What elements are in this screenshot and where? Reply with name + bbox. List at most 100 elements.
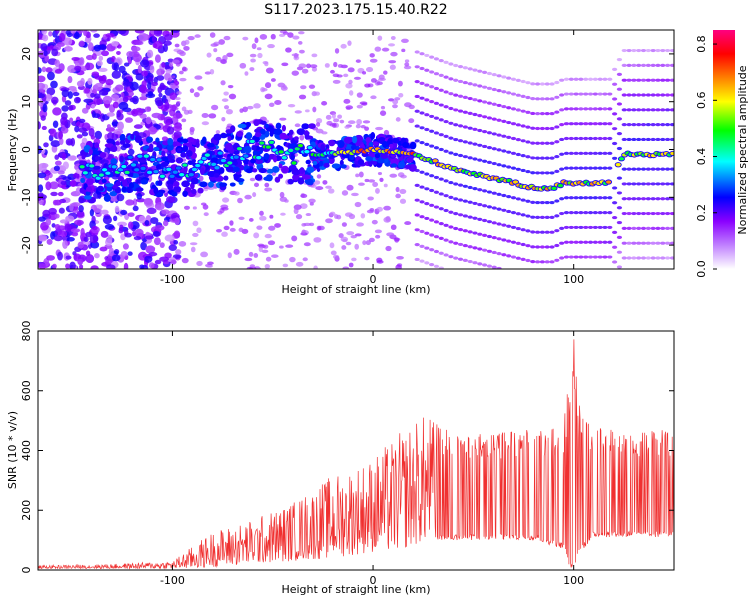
- harmonic-blob: [433, 235, 440, 239]
- spectral-blob: [303, 242, 311, 247]
- harmonic-blob: [660, 226, 666, 230]
- spectral-blob: [314, 91, 320, 96]
- spectral-blob: [292, 35, 300, 40]
- spectral-blob: [379, 110, 387, 116]
- spectral-blob: [320, 143, 325, 152]
- harmonic-blob: [438, 118, 444, 122]
- harmonic-blob: [587, 210, 594, 215]
- harmonic-blob: [424, 127, 430, 132]
- spectral-blob: [390, 51, 398, 57]
- harmonic-blob: [506, 150, 512, 154]
- harmonic-blob: [660, 78, 666, 82]
- harmonic-blob: [530, 82, 536, 86]
- spectral-blob: [155, 137, 160, 143]
- harmonic-blob: [568, 210, 574, 215]
- spectral-blob: [298, 31, 305, 35]
- harmonic-blob: [453, 63, 459, 68]
- harmonic-blob: [587, 107, 594, 111]
- spectral-blob: [285, 47, 292, 53]
- spectral-blob: [176, 49, 185, 55]
- harmonic-blob: [506, 239, 512, 243]
- spectral-blob: [260, 128, 266, 135]
- spectral-blob: [351, 192, 359, 197]
- spectral-blob: [344, 212, 353, 217]
- spectral-blob: [285, 244, 294, 248]
- spectral-blob: [141, 70, 148, 77]
- spectral-blob: [98, 67, 108, 73]
- harmonic-blob: [448, 106, 454, 111]
- spectral-blob: [127, 212, 135, 217]
- ridge-core: [243, 154, 249, 158]
- harmonic-blob: [462, 125, 468, 129]
- harmonic-blob: [631, 182, 637, 186]
- spectral-blob: [46, 238, 53, 245]
- harmonic-blob: [510, 255, 517, 259]
- harmonic-blob: [592, 255, 598, 259]
- spectral-blob: [298, 63, 307, 69]
- harmonic-blob: [563, 136, 570, 141]
- harmonic-blob: [621, 167, 627, 171]
- spectral-blob: [133, 236, 142, 241]
- spectral-blob: [111, 40, 119, 47]
- spectral-blob: [110, 158, 118, 166]
- harmonic-blob: [669, 108, 674, 112]
- spectral-blob: [329, 242, 335, 249]
- harmonic-blob: [433, 131, 440, 135]
- harmonic-blob: [462, 184, 468, 188]
- harmonic-blob: [573, 151, 579, 155]
- harmonic-blob: [520, 198, 526, 202]
- spectral-blob: [58, 207, 65, 214]
- spectral-blob: [201, 113, 209, 118]
- spectral-blob: [264, 187, 273, 192]
- harmonic-blob: [645, 167, 651, 171]
- harmonic-blob: [515, 226, 521, 231]
- spectral-blob: [119, 155, 124, 163]
- harmonic-blob: [650, 197, 656, 201]
- harmonic-blob: [443, 253, 449, 257]
- spectral-blob: [182, 190, 189, 197]
- harmonic-blob: [429, 85, 435, 89]
- spectral-blob: [187, 109, 193, 114]
- harmonic-blob: [457, 183, 464, 187]
- snr-marks: [38, 339, 674, 570]
- harmonic-blob: [539, 97, 545, 101]
- spectral-blob: [182, 145, 189, 153]
- harmonic-blob: [477, 202, 483, 207]
- spectral-blob: [301, 123, 310, 130]
- snr-xtick-label: 100: [563, 574, 584, 587]
- harmonic-blob: [501, 223, 507, 227]
- spectral-blob: [244, 257, 253, 262]
- harmonic-blob: [563, 255, 570, 259]
- harmonic-blob: [559, 78, 565, 82]
- harmonic-blob: [612, 201, 618, 205]
- harmonic-blob: [573, 77, 579, 81]
- spectral-blob: [342, 239, 348, 243]
- harmonic-blob: [491, 87, 497, 92]
- harmonic-blob: [602, 107, 608, 111]
- harmonic-blob: [419, 170, 425, 174]
- harmonic-blob: [448, 62, 454, 66]
- harmonic-blob: [602, 122, 608, 126]
- harmonic-blob: [510, 225, 517, 230]
- spectral-blob: [126, 51, 134, 58]
- harmonic-blob: [501, 238, 507, 242]
- spectral-blob: [354, 201, 362, 208]
- spectral-blob: [43, 142, 49, 148]
- harmonic-blob: [650, 241, 656, 245]
- harmonic-blob: [544, 141, 550, 145]
- harmonic-blob: [640, 241, 647, 245]
- spectral-blob: [351, 257, 357, 262]
- spectral-blob: [260, 120, 267, 125]
- spectral-blob: [309, 64, 318, 69]
- spectral-blob: [191, 188, 197, 195]
- spectral-blob: [297, 177, 305, 185]
- harmonic-blob: [438, 133, 444, 137]
- spectral-blob: [53, 235, 63, 242]
- harmonic-blob: [506, 195, 512, 199]
- harmonic-blob: [578, 122, 584, 126]
- ridge-core: [134, 168, 140, 172]
- spectral-blob: [207, 181, 214, 188]
- harmonic-blob: [496, 103, 502, 108]
- spectral-blob: [220, 80, 226, 86]
- harmonic-blob: [429, 129, 435, 133]
